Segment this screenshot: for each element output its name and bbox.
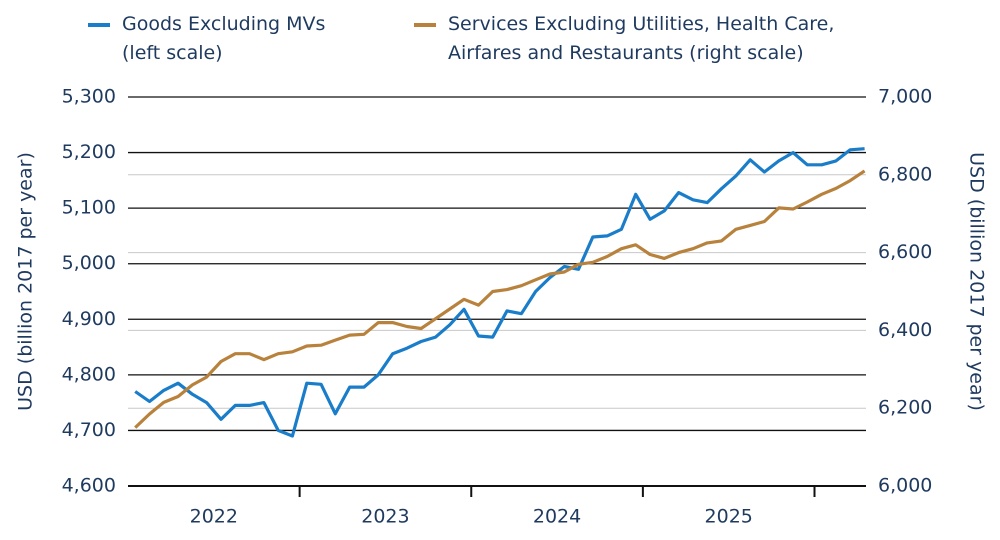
y2-tick-label: 6,000: [878, 475, 932, 497]
legend-swatch: [88, 23, 110, 27]
legend-item: Services Excluding Utilities, Health Car…: [414, 10, 904, 68]
legend-label: Services Excluding Utilities, Health Car…: [448, 13, 835, 64]
legend-label: Goods Excluding MVs (left scale): [122, 13, 326, 64]
y-axis-title: USD (billion 2017 per year): [15, 152, 37, 411]
series-line: [134, 147, 865, 438]
y2-tick-label: 7,000: [878, 86, 932, 108]
y2-tick-label: 6,200: [878, 397, 932, 419]
y-tick-label: 4,900: [62, 308, 116, 330]
y-tick-label: 4,800: [62, 363, 116, 385]
y2-tick-label: 6,600: [878, 241, 932, 263]
y2-tick-label: 6,400: [878, 319, 932, 341]
legend-swatch: [414, 23, 436, 27]
y2-axis-title: USD (billion 2017 per year): [966, 152, 988, 411]
x-tick-label: 2024: [533, 506, 581, 528]
x-tick-label: 2025: [705, 506, 753, 528]
y-tick-label: 5,200: [62, 141, 116, 163]
y-tick-label: 4,600: [62, 475, 116, 497]
y-tick-label: 4,700: [62, 419, 116, 441]
x-tick-label: 2022: [190, 506, 238, 528]
y-tick-label: 5,000: [62, 252, 116, 274]
y-tick-label: 5,300: [62, 86, 116, 108]
legend-item: Goods Excluding MVs (left scale): [88, 10, 348, 68]
y2-tick-label: 6,800: [878, 163, 932, 185]
series-line: [134, 169, 866, 429]
y-tick-label: 5,100: [62, 197, 116, 219]
x-tick-label: 2023: [361, 506, 409, 528]
